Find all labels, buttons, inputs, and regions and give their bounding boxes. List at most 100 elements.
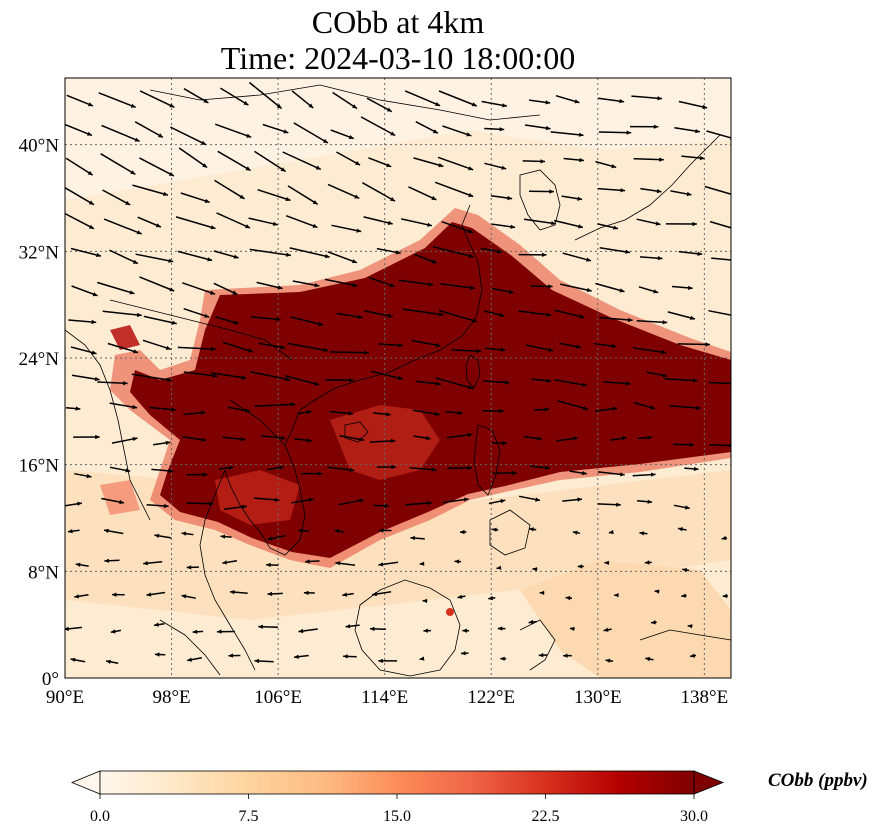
wind-arrow-head	[242, 504, 247, 510]
wind-arrow-shaft	[327, 183, 360, 199]
wind-arrow-head	[130, 170, 136, 175]
wind-arrow-shaft	[360, 116, 396, 137]
wind-arrow-head	[535, 497, 540, 502]
colorbar-tick-label: 0.0	[90, 808, 110, 825]
wind-arrow-head	[87, 131, 92, 136]
wind-arrow-shaft	[434, 181, 474, 198]
gridlines	[65, 78, 731, 678]
wind-arrow-shaft	[97, 381, 128, 385]
wind-arrow-head	[315, 165, 321, 170]
wind-arrow-head	[267, 591, 273, 597]
wind-arrow-shaft	[523, 218, 556, 225]
wind-arrow-head	[272, 221, 278, 226]
wind-arrow-head	[352, 104, 357, 109]
wind-arrow-head	[620, 188, 626, 193]
wind-arrow-head	[119, 499, 124, 505]
wind-arrow-shaft	[65, 157, 94, 176]
wind-arrow-head	[86, 473, 92, 479]
wind-arrow-head	[463, 497, 469, 502]
wind-arrow-head	[370, 626, 375, 632]
wind-arrow-head	[693, 466, 699, 472]
wind-arrow-head	[372, 591, 377, 597]
wind-arrow-head	[586, 287, 592, 293]
wind-arrow-head	[681, 593, 687, 598]
wind-arrow-head	[548, 347, 554, 352]
wind-arrow-shaft	[451, 349, 482, 352]
wind-arrow-head	[540, 159, 545, 164]
wind-arrow-head	[655, 221, 661, 226]
wind-arrow-shaft	[329, 351, 369, 354]
wind-arrow-head	[611, 164, 617, 169]
wind-arrow-head	[608, 529, 614, 535]
wind-arrow-head	[155, 223, 161, 228]
wind-arrow-shaft	[554, 379, 588, 387]
wind-arrow-head	[692, 221, 697, 227]
wind-arrow-shaft	[560, 283, 592, 292]
wind-arrow-head	[390, 197, 395, 202]
wind-arrow-shaft	[441, 220, 474, 234]
wind-arrow-head	[500, 499, 506, 504]
wind-arrow-head	[582, 471, 587, 476]
wind-arrow-head	[604, 560, 609, 565]
wind-arrow-head	[647, 435, 653, 440]
wind-vectors	[65, 81, 731, 664]
wind-arrow-head	[697, 251, 703, 256]
wind-arrow-head	[314, 283, 320, 288]
wind-arrow-head	[546, 312, 552, 317]
wind-arrow-head	[545, 125, 551, 131]
wind-arrow-shaft	[667, 311, 696, 320]
wind-arrow-head	[349, 467, 355, 472]
wind-arrow-shaft	[557, 400, 589, 411]
wind-arrow-shaft	[248, 217, 278, 226]
wind-arrow-head	[357, 314, 363, 319]
wind-arrow-head	[228, 653, 233, 658]
wind-arrow-shaft	[177, 250, 213, 262]
wind-arrow-head	[348, 411, 354, 416]
wind-arrow-head	[324, 254, 330, 259]
wind-arrow-head	[96, 252, 101, 258]
coastline-philippines-south	[489, 509, 531, 556]
wind-arrow-head	[532, 567, 538, 572]
wind-arrow-shaft	[100, 153, 136, 176]
wind-arrow-head	[359, 498, 364, 503]
wind-arrow-shaft	[408, 186, 437, 201]
wind-arrow-head	[395, 250, 401, 255]
wind-arrow-head	[286, 252, 291, 257]
wind-arrow-head	[391, 464, 396, 470]
wind-arrow-shaft	[632, 347, 667, 354]
wind-arrow-shaft	[363, 216, 393, 225]
map-subtitle-time: Time: 2024-03-10 18:00:00	[220, 40, 576, 76]
wind-arrow-head	[427, 222, 432, 227]
wind-arrow-head	[208, 501, 214, 506]
wind-arrow-shaft	[324, 278, 358, 287]
wind-arrow-shaft	[65, 186, 95, 206]
wind-arrow-head	[216, 629, 222, 634]
wind-arrow-shaft	[442, 125, 472, 137]
wind-arrow-head	[468, 229, 474, 234]
wind-arrow-head	[579, 157, 584, 163]
wind-arrow-head	[354, 194, 360, 199]
wind-arrow-head	[245, 408, 250, 413]
coastline-borneo	[354, 579, 461, 677]
wind-arrow-head	[169, 103, 175, 108]
wind-arrow-head	[577, 497, 582, 502]
lon-tick-label: 98°E	[152, 687, 190, 708]
wind-arrow-head	[378, 562, 384, 567]
wind-arrow-shaft	[364, 310, 393, 318]
wind-arrow-head	[578, 224, 583, 229]
wind-arrow-head	[647, 499, 653, 504]
wind-arrow-head	[305, 559, 310, 564]
wind-arrow-head	[435, 102, 441, 106]
wind-arrow-head	[280, 345, 286, 350]
lat-tick-label: 32°N	[19, 242, 60, 263]
wind-arrow-shaft	[139, 90, 175, 108]
colorbar-tick-label: 7.5	[239, 808, 259, 825]
wind-arrow-head	[461, 651, 466, 656]
wind-arrow-shaft	[432, 245, 474, 258]
wind-arrow-head	[578, 132, 584, 137]
wind-arrow-shaft	[170, 126, 207, 146]
wind-arrow-head	[201, 437, 206, 442]
wind-arrow-shaft	[139, 276, 175, 292]
wind-arrow-shaft	[293, 122, 329, 144]
wind-arrow-head	[687, 624, 693, 629]
